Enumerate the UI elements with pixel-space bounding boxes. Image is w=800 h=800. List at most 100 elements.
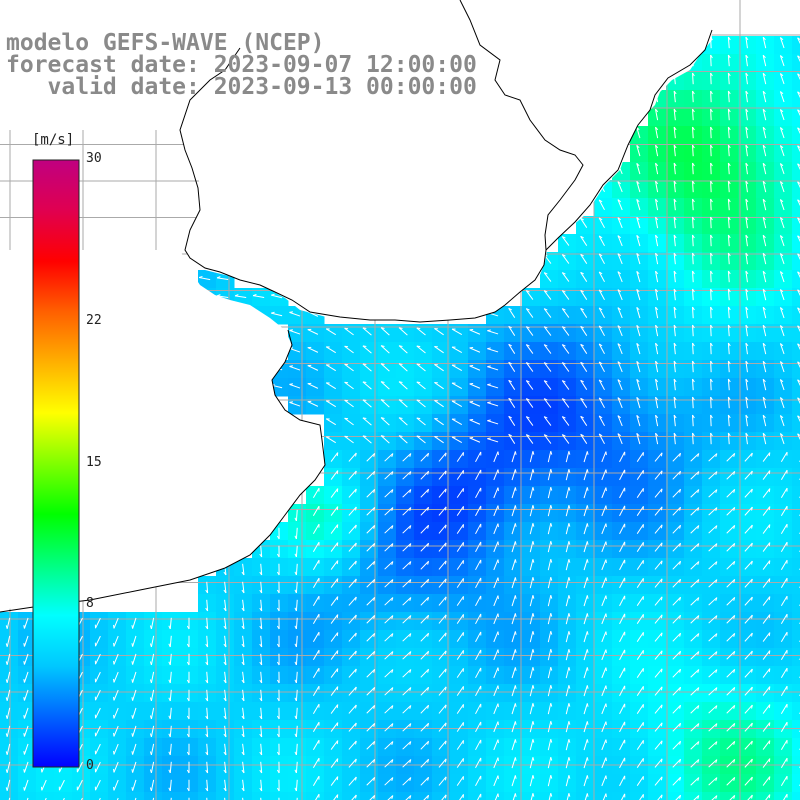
wind-arrow-head: [598, 433, 603, 437]
wind-arrow-head: [373, 705, 376, 709]
wind-arrow: [511, 613, 516, 625]
wind-arrow: [529, 487, 534, 499]
wind-arrow: [726, 669, 736, 678]
wind-arrow: [708, 651, 718, 660]
wind-arrow: [475, 739, 482, 751]
wind-arrow-head: [514, 721, 517, 725]
wind-arrow-head: [715, 687, 718, 692]
wind-arrow: [672, 614, 681, 624]
wind-arrow: [617, 181, 623, 193]
wind-arrow: [113, 689, 119, 701]
wind-arrow-head: [745, 414, 749, 419]
wind-arrow: [199, 313, 211, 317]
wind-arrow: [420, 542, 429, 552]
wind-arrow-head: [526, 434, 530, 437]
wind-arrow: [636, 235, 641, 247]
wind-arrow: [619, 469, 626, 481]
wind-arrow-head: [780, 217, 784, 221]
wind-arrow: [242, 707, 245, 720]
wind-arrow-head: [373, 759, 376, 763]
wind-arrow: [416, 363, 426, 372]
field-cell: [648, 792, 667, 800]
wind-arrow: [561, 272, 570, 282]
wind-arrow: [598, 433, 605, 445]
wind-arrow: [726, 705, 736, 714]
wind-arrow: [493, 595, 499, 607]
wind-arrow: [547, 721, 552, 733]
wind-arrow: [169, 761, 172, 774]
wind-arrow-head: [673, 252, 677, 257]
wind-arrow: [224, 707, 227, 720]
wind-arrow: [673, 252, 676, 265]
wind-arrow-head: [780, 163, 784, 167]
colorbar-units: [m/s]: [32, 132, 75, 148]
wind-arrow: [330, 704, 339, 714]
wind-arrow: [710, 144, 712, 157]
wind-arrow: [762, 145, 767, 157]
wind-arrow-head: [294, 589, 297, 594]
wind-arrow-head: [223, 769, 227, 774]
wind-arrow: [617, 253, 623, 265]
wind-arrow: [598, 253, 605, 265]
wind-arrow: [655, 289, 659, 301]
wind-arrow-head: [373, 615, 376, 619]
wind-arrow-head: [380, 417, 385, 419]
wind-arrow-head: [679, 795, 682, 799]
wind-arrow-head: [168, 697, 171, 702]
wind-arrow-head: [241, 625, 245, 630]
wind-arrow-head: [673, 288, 677, 293]
wind-arrow: [692, 198, 694, 211]
wind-arrow: [384, 471, 394, 480]
wind-arrow-head: [562, 236, 566, 239]
wind-arrow: [330, 452, 339, 462]
wind-arrow-head: [398, 327, 403, 329]
wind-arrow: [402, 687, 412, 696]
wind-arrow: [511, 739, 516, 751]
wind-arrow: [617, 235, 623, 247]
wind-arrow: [475, 577, 482, 589]
wind-arrow: [434, 436, 444, 444]
wind-arrow: [762, 488, 771, 498]
wind-arrow-head: [697, 543, 700, 547]
field-cell: [792, 288, 800, 307]
wind-arrow-head: [276, 733, 280, 738]
wind-arrow-head: [444, 452, 447, 457]
wind-arrow: [348, 650, 357, 660]
wind-arrow-head: [751, 704, 753, 709]
field-cell: [792, 792, 800, 800]
wind-arrow: [348, 740, 357, 750]
wind-arrow-head: [751, 632, 753, 637]
wind-arrow-head: [427, 615, 430, 619]
wind-arrow-head: [710, 198, 713, 203]
wind-arrow-head: [5, 679, 8, 683]
wind-arrow-head: [373, 597, 376, 601]
wind-arrow-head: [692, 54, 695, 59]
wind-arrow-head: [745, 252, 749, 257]
wind-arrow: [344, 345, 354, 354]
wind-arrow: [727, 432, 730, 445]
wind-arrow: [206, 725, 209, 738]
wind-arrow: [132, 761, 137, 773]
wind-arrow: [745, 271, 748, 283]
wind-arrow: [692, 108, 694, 121]
wind-arrow: [690, 669, 700, 678]
wind-arrow-head: [23, 751, 25, 755]
wind-arrow: [295, 779, 298, 792]
wind-arrow-head: [526, 308, 530, 311]
wind-arrow-head: [598, 235, 603, 239]
wind-arrow-head: [710, 306, 713, 311]
wind-arrow-head: [733, 669, 736, 673]
wind-arrow-head: [568, 739, 571, 743]
wind-arrow-head: [762, 144, 766, 149]
wind-arrow: [745, 379, 748, 391]
wind-arrow-head: [673, 72, 677, 77]
wind-arrow: [6, 617, 11, 629]
wind-arrow-head: [636, 270, 640, 275]
wind-arrow: [726, 507, 736, 516]
wind-arrow: [525, 308, 534, 318]
wind-arrow: [420, 632, 429, 642]
wind-arrow-head: [727, 378, 731, 383]
wind-arrow-head: [355, 578, 357, 583]
wind-arrow: [487, 330, 499, 335]
wind-arrow-head: [532, 703, 535, 707]
